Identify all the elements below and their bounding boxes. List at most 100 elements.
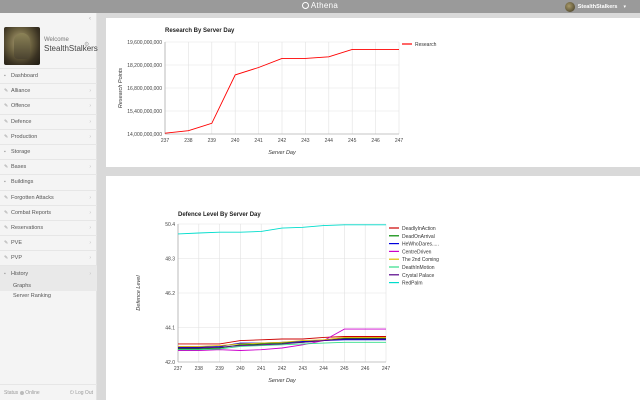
status-value: Online	[25, 389, 40, 396]
x-tick-label: 245	[340, 366, 349, 372]
x-tick-label: 244	[319, 366, 328, 372]
sidebar-item-offence[interactable]: ✎ Offence ›	[0, 98, 97, 113]
combat-reports-icon: ✎	[4, 209, 9, 216]
chevron-right-icon: ›	[89, 270, 91, 277]
legend-label: DeadlyInAction	[402, 226, 436, 232]
x-tick-label: 247	[382, 366, 391, 372]
sidebar-subitem-server-ranking[interactable]: Server Ranking	[13, 293, 51, 300]
x-tick-label: 245	[348, 138, 357, 144]
user-menu[interactable]: StealthStalkers ▾	[564, 1, 626, 12]
sidebar-item-bases[interactable]: ✎ Bases ›	[0, 159, 97, 174]
sidebar-item-combat-reports[interactable]: ✎ Combat Reports ›	[0, 204, 97, 220]
y-tick-label: 14,000,000,000	[127, 132, 162, 138]
sidebar-item-label: PVE	[11, 240, 23, 247]
status-dot-icon	[20, 390, 25, 395]
logout-label[interactable]: Log Out	[75, 389, 93, 396]
reservations-icon: ✎	[4, 224, 9, 231]
sidebar-item-label: Defence	[11, 118, 32, 125]
y-axis-label: Research Points	[118, 68, 124, 109]
y-tick-label: 44.1	[165, 326, 175, 332]
sidebar-item-label: Forgotten Attacks	[11, 194, 54, 201]
sidebar-footer: Status Online ⏻ Log Out	[0, 384, 97, 400]
history-icon: ▪	[4, 270, 6, 277]
logout-link[interactable]: ⏻ Log Out	[69, 389, 93, 396]
sidebar-item-buildings[interactable]: ▪ Buildings	[0, 174, 97, 189]
profile-username: StealthStalkers	[44, 44, 98, 53]
defence-icon: ✎	[4, 118, 9, 125]
defence-chart-panel: Defence Level By Server Day 237 238 239 240 2…	[106, 176, 640, 400]
buildings-icon: ▪	[4, 179, 6, 186]
y-axis-label: Defence Level	[136, 275, 142, 311]
sidebar-subitem-graphs[interactable]: Graphs	[0, 280, 97, 292]
x-tick-label: 243	[299, 366, 308, 372]
legend-label: Crystal Palace	[402, 273, 434, 279]
sidebar-item-storage[interactable]: ▪ Storage	[0, 143, 97, 159]
y-tick-label: 16,800,000,000	[127, 86, 162, 92]
production-icon: ✎	[4, 133, 9, 140]
x-tick-label: 240	[231, 138, 240, 144]
sidebar-item-defence[interactable]: ✎ Defence ›	[0, 113, 97, 129]
legend-label: RedPalm	[402, 281, 423, 287]
top-bar: Athena StealthStalkers ▾	[0, 0, 640, 13]
chevron-right-icon: ›	[89, 133, 91, 140]
series-line-deadonarrival	[178, 337, 386, 350]
chevron-right-icon: ›	[89, 194, 91, 201]
sidebar-item-reservations[interactable]: ✎ Reservations ›	[0, 219, 97, 235]
user-name[interactable]: StealthStalkers	[577, 3, 618, 10]
chevron-right-icon: ›	[89, 118, 91, 125]
y-tick-label: 42.0	[165, 360, 175, 366]
sidebar-nav: ▪ Dashboard ✎ Alliance › ✎ Offence › ✎ Defence › ✎ P…	[0, 68, 97, 302]
status-label: Status	[4, 389, 19, 396]
offence-icon: ✎	[4, 103, 9, 110]
x-tick-label: 237	[174, 366, 183, 372]
sidebar-item-production[interactable]: ✎ Production ›	[0, 128, 97, 144]
y-tick-label: 50.4	[165, 222, 175, 228]
sidebar-item-pvp[interactable]: ✎ PVP ›	[0, 250, 97, 265]
x-tick-label: 242	[278, 138, 287, 144]
research-chart: Research By Server Day 237 238 239 240 241 242…	[118, 28, 437, 156]
x-tick-label: 241	[254, 138, 263, 144]
defence-chart: Defence Level By Server Day 237 238 239 240 2…	[136, 212, 439, 384]
settings-gear-icon[interactable]: ⚙	[84, 42, 90, 48]
sidebar-item-alliance[interactable]: ✎ Alliance ›	[0, 83, 97, 98]
profile-card: Welcome StealthStalkers ⚙	[0, 23, 98, 77]
x-tick-label: 242	[278, 366, 287, 372]
pve-icon: ✎	[4, 240, 9, 247]
x-tick-label: 238	[195, 366, 204, 372]
profile-portrait	[4, 27, 40, 65]
pvp-icon: ✎	[4, 255, 9, 262]
x-tick-label: 240	[236, 366, 245, 372]
chevron-right-icon: ›	[89, 88, 91, 95]
user-avatar[interactable]	[564, 1, 575, 12]
sidebar-item-label: Production	[11, 133, 38, 140]
x-tick-label: 243	[301, 138, 310, 144]
chevron-right-icon: ›	[89, 164, 91, 171]
sidebar-item-label: Reservations	[11, 224, 44, 231]
series-line-centredriven	[178, 328, 386, 351]
app-brand: Athena	[0, 1, 640, 10]
x-tick-label: 247	[395, 138, 404, 144]
research-chart-panel: Research By Server Day 237 238 239 240 241 242…	[106, 18, 640, 167]
bases-icon: ✎	[4, 164, 9, 171]
y-tick-label: 19,600,000,000	[127, 40, 162, 46]
sidebar-item-forgotten-attacks[interactable]: ✎ Forgotten Attacks ›	[0, 189, 97, 205]
y-tick-label: 48.3	[165, 257, 175, 263]
series-line-deadlyinaction	[178, 336, 386, 345]
legend-label: HeWhoDares.....	[402, 242, 439, 248]
sidebar-item-dashboard[interactable]: ▪ Dashboard	[0, 68, 97, 83]
sidebar-item-history[interactable]: ▪ History ›	[0, 265, 97, 281]
sidebar-item-label: Alliance	[11, 88, 31, 95]
chart-title: Defence Level By Server Day	[178, 212, 261, 218]
chevron-down-icon[interactable]: ▾	[623, 3, 626, 10]
sidebar-collapse-icon[interactable]: ‹	[89, 16, 91, 22]
x-tick-label: 241	[257, 366, 266, 372]
storage-icon: ▪	[4, 149, 6, 156]
sidebar-item-label: Storage	[11, 149, 31, 156]
legend-label: Research	[415, 42, 437, 48]
x-tick-label: 246	[361, 366, 370, 372]
series-line-deathinmotion	[178, 341, 386, 351]
sidebar-item-pve[interactable]: ✎ PVE ›	[0, 235, 97, 250]
chevron-right-icon: ›	[89, 255, 91, 262]
sidebar-item-label: PVP	[11, 255, 23, 262]
legend-label: DeadOnArrival	[402, 234, 435, 240]
